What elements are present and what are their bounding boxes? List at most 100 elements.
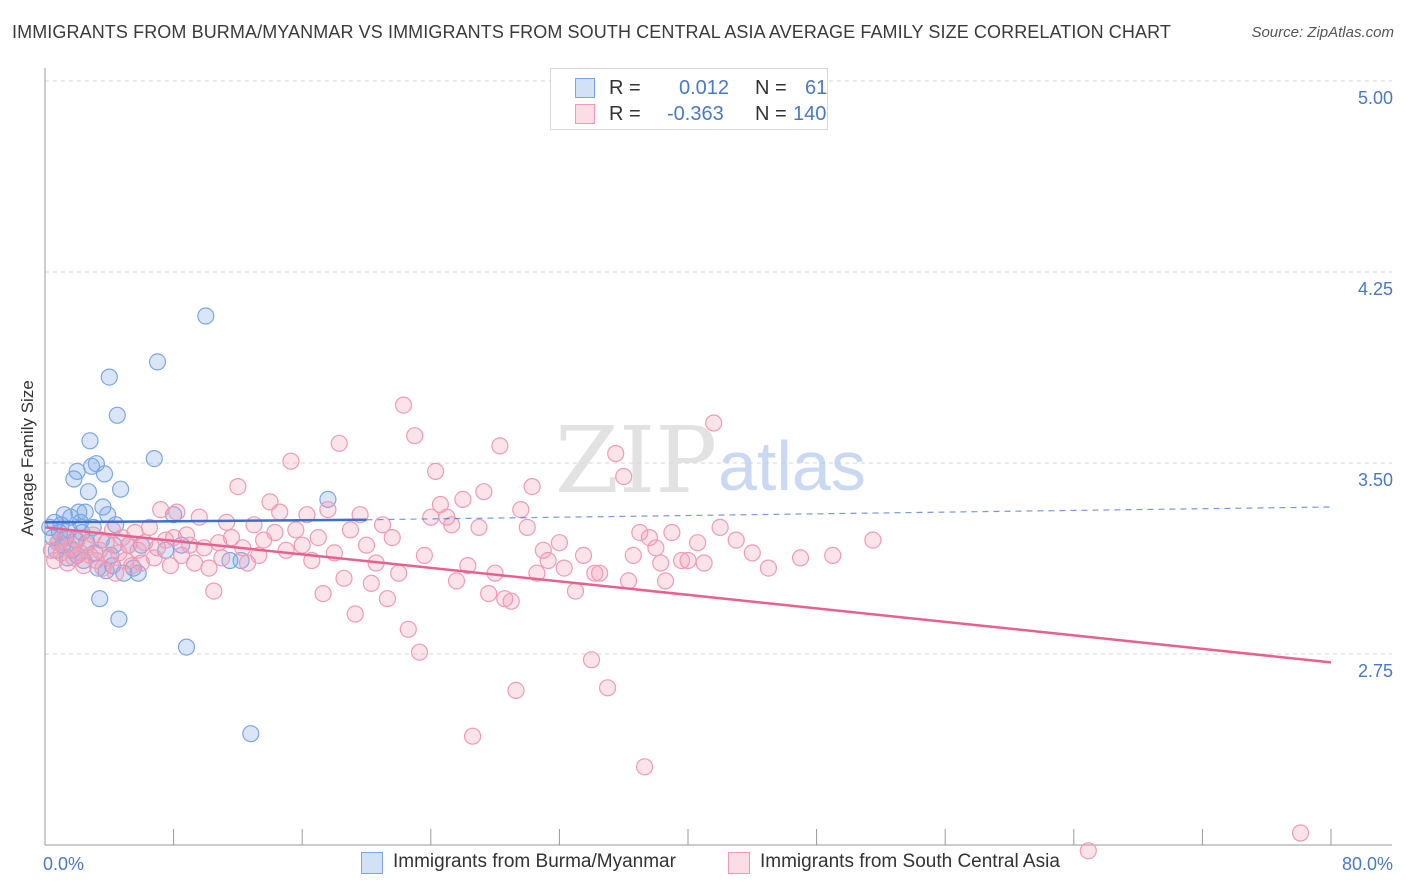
data-point — [705, 414, 723, 432]
data-point — [406, 427, 424, 445]
data-point — [200, 559, 218, 577]
data-point — [394, 396, 413, 414]
grid-lines — [45, 80, 1392, 655]
data-point — [68, 531, 86, 549]
data-point — [145, 450, 163, 468]
data-point — [743, 544, 761, 562]
data-point — [177, 638, 196, 656]
data-point — [502, 592, 520, 610]
data-point — [759, 559, 778, 577]
data-point — [76, 503, 94, 521]
data-point — [245, 516, 263, 534]
y-axis-label: Average Family Size — [18, 380, 37, 536]
data-point — [399, 620, 417, 638]
source-credit: Source: ZipAtlas.com — [1251, 24, 1394, 41]
trend-line-burma-extension — [366, 506, 1332, 521]
data-point — [298, 506, 316, 524]
data-point — [640, 528, 659, 547]
data-point — [619, 572, 638, 590]
data-point — [459, 556, 477, 575]
legend-swatch-sca — [728, 852, 750, 874]
data-point — [161, 556, 179, 575]
data-point — [132, 554, 150, 572]
data-point — [586, 564, 604, 582]
data-point — [197, 307, 215, 325]
x-tick-label: 0.0% — [43, 854, 84, 874]
data-point — [330, 434, 348, 452]
data-point — [679, 551, 697, 570]
data-point — [410, 643, 429, 661]
data-point — [277, 541, 295, 559]
data-point — [1079, 842, 1097, 860]
data-point — [635, 758, 654, 776]
data-point — [443, 516, 461, 534]
data-point — [512, 501, 530, 519]
data-point — [100, 368, 118, 386]
data-point — [78, 536, 96, 554]
data-point — [110, 610, 128, 628]
data-point — [615, 467, 633, 486]
data-point — [378, 590, 396, 608]
x-tick-label: 80.0% — [1342, 854, 1393, 874]
data-point — [357, 536, 376, 554]
y-ticks: 2.75 3.50 4.25 5.00 — [1358, 88, 1393, 681]
watermark-zip: ZIP — [555, 407, 717, 514]
y-tick-label: 5.00 — [1358, 88, 1393, 108]
y-tick-label: 2.75 — [1358, 661, 1393, 681]
data-point — [491, 437, 509, 455]
data-point — [140, 518, 159, 537]
data-point — [695, 554, 713, 572]
data-point — [282, 452, 300, 470]
data-point — [82, 457, 101, 475]
data-point — [688, 534, 707, 552]
chart-title: IMMIGRANTS FROM BURMA/MYANMAR VS IMMIGRA… — [12, 22, 1171, 42]
data-point — [582, 651, 601, 669]
data-point — [507, 681, 525, 700]
legend-swatch-sca — [575, 104, 595, 124]
n-value: 140 — [793, 103, 827, 125]
data-point — [205, 582, 223, 600]
data-point — [218, 513, 236, 531]
data-point — [108, 406, 126, 424]
data-point — [574, 546, 593, 565]
data-point — [663, 523, 681, 542]
data-point — [362, 574, 380, 593]
data-point — [480, 584, 498, 603]
data-point — [222, 528, 241, 547]
data-point — [523, 478, 541, 496]
data-point — [464, 727, 482, 745]
data-point — [123, 556, 141, 575]
r-label: R = — [609, 77, 641, 99]
data-point — [415, 546, 433, 565]
data-point — [107, 564, 125, 582]
data-point — [383, 528, 401, 547]
data-point — [550, 534, 569, 552]
trend-lines — [44, 506, 1332, 664]
y-tick-label: 4.25 — [1358, 279, 1393, 299]
data-point — [68, 462, 86, 480]
n-value: 61 — [805, 77, 828, 99]
r-label: R = — [609, 103, 641, 125]
x-ticks: 0.0% 80.0% — [43, 829, 1393, 874]
data-point — [111, 480, 130, 498]
data-point — [341, 521, 359, 539]
data-point — [427, 462, 445, 480]
data-point — [266, 523, 284, 542]
data-point — [314, 584, 332, 603]
r-value: -0.363 — [667, 103, 724, 125]
legend-label-sca: Immigrants from South Central Asia — [760, 851, 1060, 872]
data-point — [185, 554, 204, 572]
data-point — [152, 501, 170, 519]
data-point — [470, 518, 488, 537]
data-point — [727, 531, 745, 549]
n-label: N = — [755, 77, 787, 99]
data-point — [607, 444, 625, 463]
data-point — [631, 523, 649, 542]
data-point — [335, 569, 353, 587]
data-point — [271, 503, 289, 521]
data-point — [711, 518, 729, 537]
data-point — [94, 559, 112, 577]
data-point — [190, 508, 208, 526]
data-point — [534, 541, 552, 559]
